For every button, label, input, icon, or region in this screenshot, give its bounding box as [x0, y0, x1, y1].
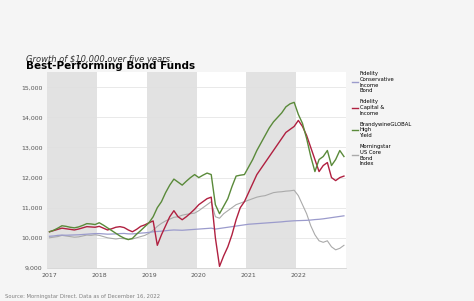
Bar	[147, 72, 197, 268]
Text: Growth of $10,000 over five years.: Growth of $10,000 over five years.	[27, 55, 173, 64]
Bar	[47, 72, 97, 268]
Legend: Fidelity
Conservative
Income
Bond, Fidelity
Capital &
Income, BrandywineGLOBAL
H: Fidelity Conservative Income Bond, Fidel…	[352, 71, 412, 166]
Bar	[246, 72, 296, 268]
Text: Best-Performing Bond Funds: Best-Performing Bond Funds	[27, 61, 196, 71]
Text: Source: Morningstar Direct. Data as of December 16, 2022: Source: Morningstar Direct. Data as of D…	[5, 294, 160, 299]
